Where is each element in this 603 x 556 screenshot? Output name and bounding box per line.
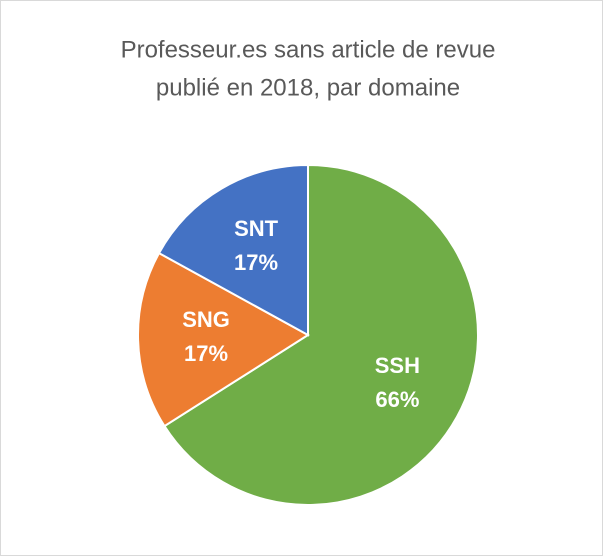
pie-slice	[157, 163, 309, 337]
pie-slice	[137, 251, 310, 428]
pie-slice	[163, 163, 479, 506]
chart-title: publié en 2018, par domaine	[156, 74, 460, 101]
slice-value: 17%	[234, 250, 278, 275]
slice-value: 66%	[375, 387, 419, 412]
slice-category: SNT	[234, 216, 279, 241]
slice-category: SSH	[375, 353, 420, 378]
chart-title: Professeur.es sans article de revue	[121, 36, 496, 63]
slice-category: SNG	[182, 307, 230, 332]
slice-value: 17%	[184, 341, 228, 366]
